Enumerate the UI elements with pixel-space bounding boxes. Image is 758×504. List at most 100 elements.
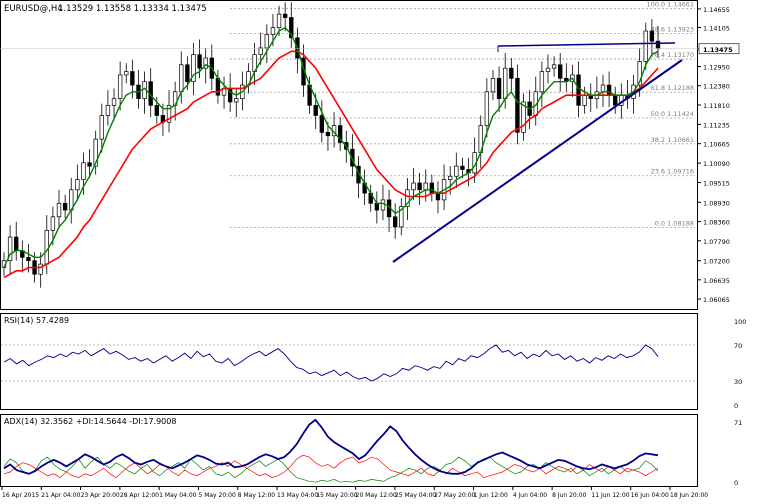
rsi-panel xyxy=(0,313,698,410)
candle-body xyxy=(258,47,263,56)
fib-label: 23.6 1.09716 xyxy=(651,168,694,176)
time-tick-label: 28 Apr 12:00 xyxy=(120,492,159,499)
time-tick-label: 20 May 12:00 xyxy=(356,492,397,499)
price-tick-label: 1.12380 xyxy=(703,83,730,91)
candle-body xyxy=(655,40,661,49)
candle-body xyxy=(81,162,86,180)
symbol-label: EURUSD@,H4 xyxy=(4,4,63,14)
price-axis: 1.14655 1.14105 1.13475 1.12950 1.12380 1.118… xyxy=(0,6,740,304)
candle-body xyxy=(50,216,56,231)
candle-body xyxy=(124,71,129,76)
time-tick-label: 16 Jun 04:00 xyxy=(631,492,669,499)
candle-body xyxy=(75,179,80,191)
time-tick-label: 21 Apr 04:00 xyxy=(41,492,80,499)
price-tick-label: 1.14655 xyxy=(703,6,730,14)
rsi-tick-label: 0 xyxy=(734,402,738,410)
candle-body xyxy=(448,175,453,180)
price-tick-label: 1.06065 xyxy=(703,296,730,304)
price-tick-label: 1.11810 xyxy=(703,102,730,110)
fibonacci-retracement: 100.0 1.14661 88.6 1.13923 76.4 1.13170 61.… xyxy=(230,1,695,228)
candle-body xyxy=(154,104,159,116)
candle-body xyxy=(191,54,196,83)
candle-body xyxy=(515,77,520,133)
price-tick-label: 1.14105 xyxy=(703,24,730,32)
time-tick-label: 1 May 04:00 xyxy=(159,492,197,499)
candle-body xyxy=(289,17,294,39)
rsi-indicator xyxy=(1,344,697,382)
candle-body xyxy=(417,182,422,191)
candle-body xyxy=(197,54,202,69)
rsi-tick-label: 70 xyxy=(734,342,742,350)
candle-body xyxy=(117,74,123,99)
main-panel xyxy=(0,0,698,310)
candle-body xyxy=(460,165,465,170)
price-tick-label: 1.09515 xyxy=(703,180,730,188)
fib-label: 0.0 1.08188 xyxy=(655,219,694,227)
candle-body xyxy=(509,67,514,79)
rsi-line xyxy=(3,344,659,382)
candle-body xyxy=(356,165,361,184)
candle-body xyxy=(411,182,416,191)
fast-moving-average-line xyxy=(3,26,659,268)
candle-body xyxy=(325,132,331,137)
adx-line xyxy=(3,418,659,475)
fib-label: 61.8 1.12188 xyxy=(651,84,694,92)
candle-body xyxy=(490,77,496,93)
adx-axis: 71 0 xyxy=(734,419,742,487)
candle-body xyxy=(7,236,13,262)
ohlc-readout: 1.13529 1.13558 1.13334 1.13475 xyxy=(58,4,207,14)
candle-body xyxy=(558,64,563,79)
candle-body xyxy=(38,263,43,275)
candle-body xyxy=(203,57,208,69)
adx-label: ADX(14) 32.3562 +DI:14.5644 -DI:17.9008 xyxy=(4,417,176,426)
fib-label: 100.0 1.14661 xyxy=(646,1,694,9)
time-tick-label: 18 Jun 20:00 xyxy=(670,492,708,499)
candle-body xyxy=(484,91,490,126)
price-tick-label: 1.11235 xyxy=(703,121,730,129)
price-tick-label: 1.07200 xyxy=(703,258,730,266)
candle-body xyxy=(521,101,526,133)
time-tick-label: 25 May 04:00 xyxy=(395,492,436,499)
fib-label: 38.2 1.10661 xyxy=(651,136,694,144)
time-tick-label: 15 May 20:00 xyxy=(316,492,357,499)
time-tick-label: 1 Jun 12:00 xyxy=(474,492,508,499)
time-axis: 16 Apr 2015 21 Apr 04:00 23 Apr 20:00 28 Ap… xyxy=(1,487,708,499)
minus-di-line xyxy=(3,454,659,479)
current-price-box xyxy=(698,43,740,55)
candle-body xyxy=(399,206,404,228)
candle-body xyxy=(551,64,557,69)
candle-body xyxy=(87,162,92,167)
horizontal-resistance-line xyxy=(497,42,676,47)
candle-body xyxy=(496,77,502,99)
adx-tick-label: 71 xyxy=(734,419,742,427)
candle-body xyxy=(166,104,172,123)
price-tick-label: 1.12950 xyxy=(703,63,730,71)
adx-indicator xyxy=(3,418,659,483)
fib-label: 50.0 1.11424 xyxy=(651,110,694,118)
time-tick-label: 23 Apr 20:00 xyxy=(81,492,120,499)
candle-body xyxy=(576,74,581,106)
candle-body xyxy=(99,115,104,140)
moving-averages xyxy=(3,26,659,279)
candle-body xyxy=(374,202,380,211)
candle-body xyxy=(130,71,135,86)
price-tick-label: 1.10090 xyxy=(703,160,730,168)
time-tick-label: 27 May 20:00 xyxy=(434,492,475,499)
candle-body xyxy=(503,67,508,99)
candle-body xyxy=(637,61,642,86)
time-tick-label: 8 May 12:00 xyxy=(238,492,276,499)
candle-body xyxy=(111,98,117,106)
candle-body xyxy=(282,13,288,18)
candle-body xyxy=(14,236,19,251)
candle-body xyxy=(643,30,648,62)
candle-body xyxy=(600,84,606,93)
candle-body xyxy=(26,256,31,262)
candle-body xyxy=(270,27,276,35)
slow-moving-average-line xyxy=(3,50,659,279)
candle-body xyxy=(435,192,441,201)
candle-body xyxy=(606,84,612,96)
rsi-tick-label: 100 xyxy=(734,318,746,326)
time-tick-label: 13 May 04:00 xyxy=(277,492,318,499)
price-tick-label: 1.10665 xyxy=(703,141,730,149)
candle-body xyxy=(319,115,325,133)
